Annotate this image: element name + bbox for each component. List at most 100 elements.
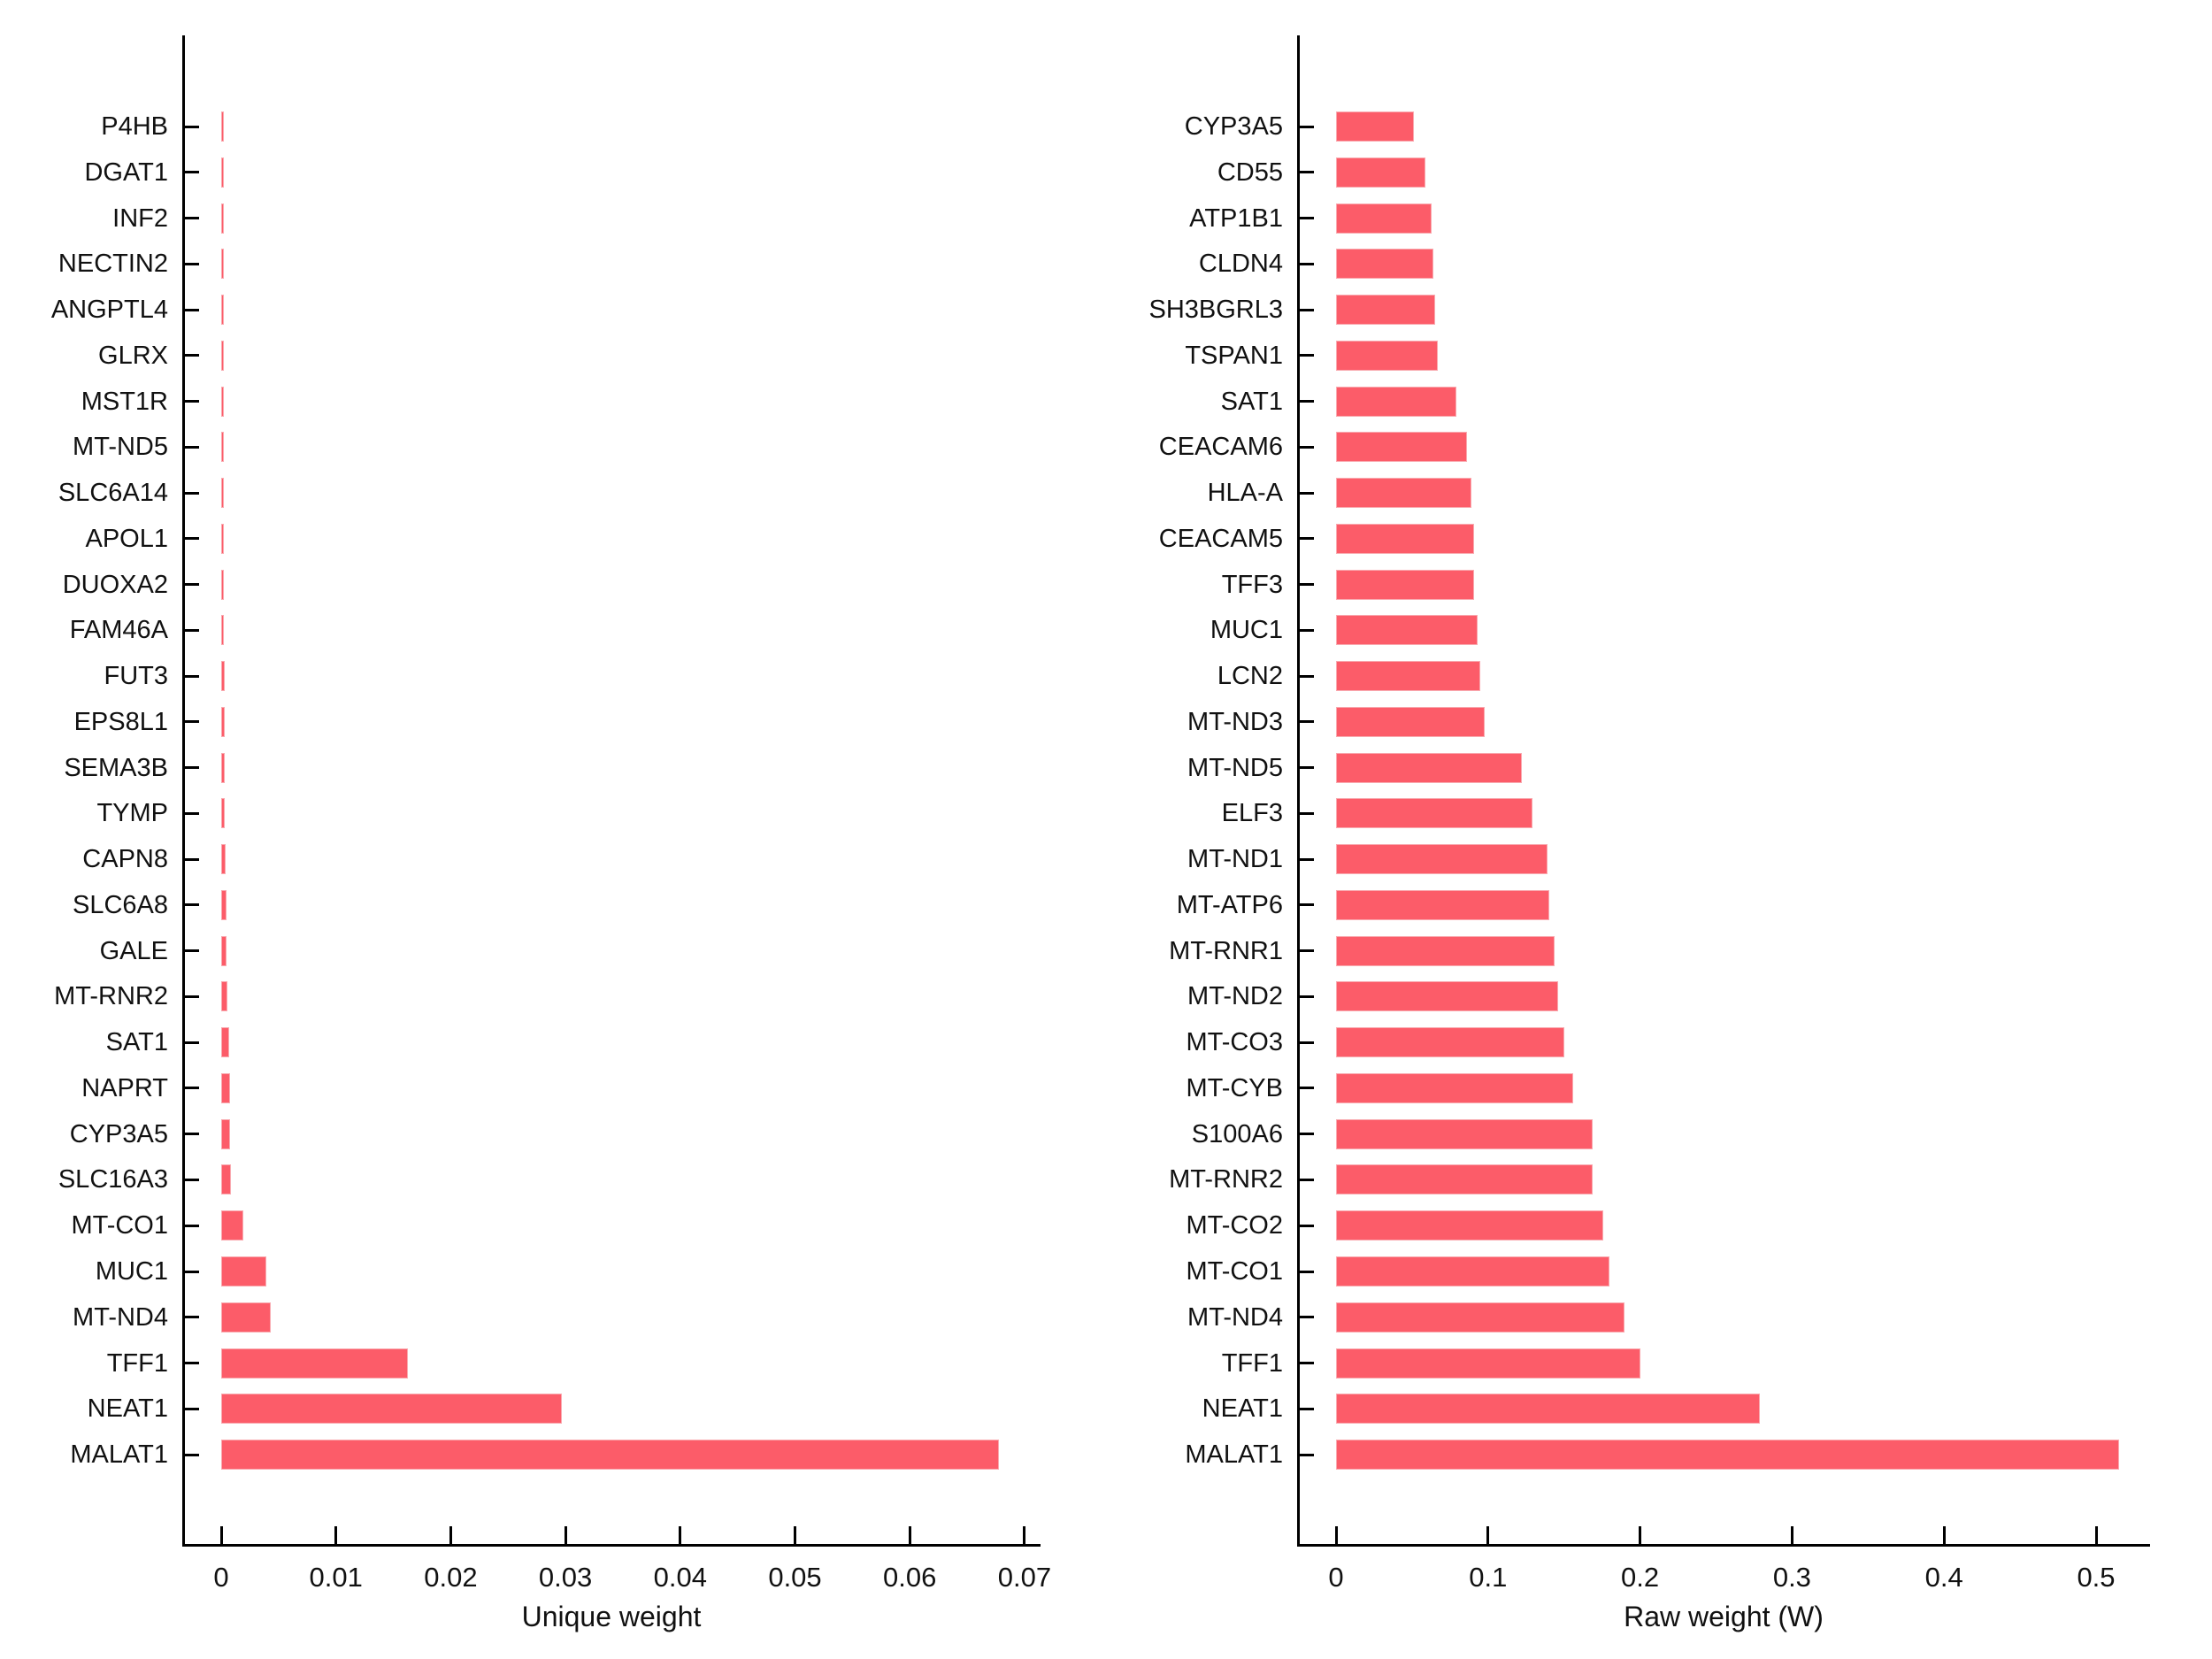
bar (221, 295, 224, 326)
gene-label: SH3BGRL3 (1148, 296, 1283, 325)
x-tick (1023, 1526, 1026, 1544)
bar (1336, 1302, 1625, 1333)
gene-label: CYP3A5 (69, 1119, 168, 1148)
bar (1336, 1394, 1761, 1425)
bar (1336, 1210, 1604, 1241)
y-tick (185, 1133, 199, 1136)
gene-label: SLC16A3 (58, 1165, 168, 1194)
bar (221, 157, 224, 188)
y-tick (1300, 1316, 1314, 1319)
y-tick (1300, 903, 1314, 907)
x-tick (794, 1526, 796, 1544)
gene-label: TFF1 (1221, 1348, 1283, 1378)
y-tick (185, 1270, 199, 1273)
bar (221, 1164, 232, 1195)
x-tick (1486, 1526, 1490, 1544)
bar (1336, 1348, 1640, 1379)
gene-label: MT-ND4 (73, 1302, 168, 1332)
x-tick-label: 0.4 (1924, 1562, 1963, 1593)
bar (1336, 295, 1435, 326)
x-tick (1790, 1526, 1793, 1544)
bar (221, 1348, 409, 1379)
y-tick (185, 262, 199, 265)
gene-label: TFF3 (1221, 570, 1283, 599)
gene-label: CEACAM5 (1158, 524, 1283, 553)
bar (221, 615, 224, 646)
bar (1336, 249, 1433, 280)
y-tick (1300, 217, 1314, 220)
bar (1336, 798, 1532, 829)
y-tick (185, 1041, 199, 1044)
y-tick (1300, 1362, 1314, 1365)
bar (1336, 981, 1558, 1012)
bar (221, 844, 227, 875)
y-tick (185, 217, 199, 220)
x-tick (219, 1526, 223, 1544)
bar (1336, 203, 1432, 234)
gene-label: MT-RNR1 (1169, 936, 1283, 965)
gene-label: P4HB (101, 112, 168, 141)
gene-label: S100A6 (1191, 1119, 1283, 1148)
gene-label: MALAT1 (70, 1440, 168, 1470)
y-tick (185, 400, 199, 403)
y-tick (1300, 766, 1314, 770)
bar (1336, 844, 1548, 875)
gene-label: GALE (99, 936, 168, 965)
x-tick-label: 0.3 (1772, 1562, 1811, 1593)
y-tick (185, 1178, 199, 1181)
x-tick-label: 0.5 (2077, 1562, 2116, 1593)
y-tick (1300, 537, 1314, 541)
x-tick (679, 1526, 682, 1544)
bar (221, 1027, 229, 1058)
gene-label: APOL1 (85, 524, 169, 553)
y-tick (1300, 628, 1314, 632)
bar (1336, 935, 1555, 966)
y-axis-spine (182, 35, 185, 1547)
y-tick (185, 354, 199, 357)
y-tick (185, 995, 199, 998)
y-tick (1300, 400, 1314, 403)
y-tick (185, 674, 199, 678)
bar (221, 569, 224, 600)
gene-label: ANGPTL4 (50, 296, 168, 325)
y-tick (1300, 445, 1314, 449)
gene-label: CD55 (1217, 157, 1283, 187)
y-tick (185, 125, 199, 128)
x-tick-label: 0.06 (883, 1562, 937, 1593)
gene-label: MT-CYB (1186, 1073, 1283, 1102)
y-tick (1300, 1407, 1314, 1410)
y-tick (185, 537, 199, 541)
bar (1336, 523, 1475, 554)
y-tick (1300, 857, 1314, 861)
gene-label: MT-ND2 (1187, 982, 1283, 1011)
gene-label: DUOXA2 (62, 570, 168, 599)
bar (1336, 1440, 2119, 1471)
x-tick-label: 0.07 (997, 1562, 1052, 1593)
bar (221, 981, 227, 1012)
gene-label: MST1R (81, 387, 168, 416)
bar (1336, 1027, 1564, 1058)
y-tick (1300, 1224, 1314, 1227)
y-tick (185, 1316, 199, 1319)
x-tick (564, 1526, 567, 1544)
gene-label: TFF1 (106, 1348, 168, 1378)
bar (1336, 752, 1522, 783)
gene-label: MT-CO1 (71, 1211, 168, 1240)
gene-label: MT-ND5 (1187, 753, 1283, 782)
y-tick (1300, 262, 1314, 265)
x-tick-label: 0.05 (768, 1562, 822, 1593)
bar (221, 1394, 563, 1425)
y-tick (1300, 811, 1314, 815)
y-tick (1300, 1270, 1314, 1273)
bar (221, 249, 224, 280)
y-tick (1300, 1087, 1314, 1090)
y-tick (1300, 720, 1314, 724)
gene-label: NEAT1 (1202, 1394, 1283, 1424)
gene-label: INF2 (112, 204, 168, 233)
gene-label: CYP3A5 (1184, 112, 1283, 141)
bar (1336, 478, 1471, 509)
gene-label: GLRX (98, 341, 168, 370)
bar (221, 1302, 271, 1333)
x-tick (334, 1526, 338, 1544)
x-axis-line (1297, 1544, 2150, 1547)
